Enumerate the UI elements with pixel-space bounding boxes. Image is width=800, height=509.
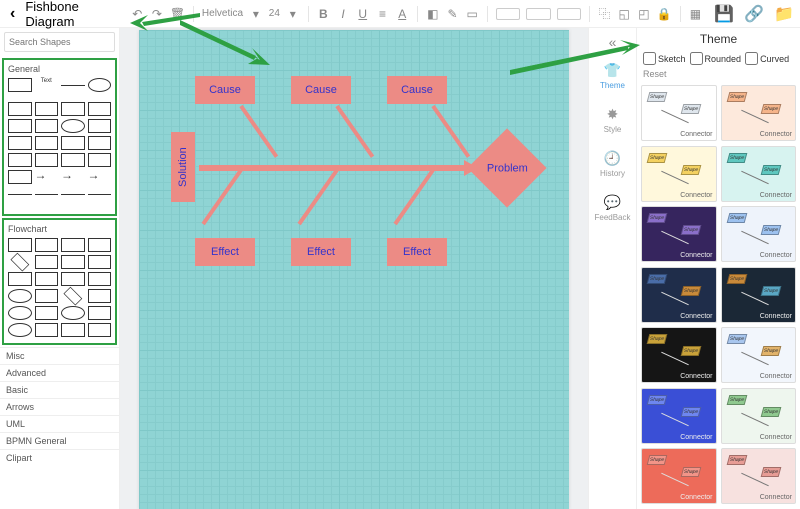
top-toolbar: ‹ Fishbone Diagram ↶ ↷ 🗑 Helvetica ▾ 24 … <box>0 0 800 28</box>
cat-misc[interactable]: Misc <box>0 347 119 364</box>
side-rail: « 👕Theme ✸Style 🕘History 💬FeedBack <box>588 28 636 509</box>
cat-advanced[interactable]: Advanced <box>0 364 119 381</box>
theme-card[interactable]: ShapeShapeConnector <box>721 327 797 383</box>
line-end-select[interactable] <box>526 8 550 20</box>
theme-card[interactable]: ShapeShapeConnector <box>641 85 717 141</box>
canvas[interactable]: Cause Cause Cause Effect Effect Effect S… <box>139 30 569 509</box>
fill-icon[interactable]: ◧ <box>426 6 440 22</box>
grid-icon[interactable]: ▦ <box>689 6 703 22</box>
shapes-panel: General Text Flowchart M <box>0 28 120 509</box>
theme-panel-title: Theme <box>637 28 800 50</box>
lock-icon[interactable]: 🔒 <box>657 6 672 22</box>
text-color-icon[interactable]: A <box>395 6 409 22</box>
theme-card[interactable]: ShapeShapeConnector <box>721 267 797 323</box>
theme-card[interactable]: ShapeShapeConnector <box>641 206 717 262</box>
rib[interactable] <box>202 169 243 225</box>
bold-icon[interactable]: B <box>316 6 330 22</box>
effect-node-2[interactable]: Effect <box>291 238 351 266</box>
font-size-dropdown-icon[interactable]: ▾ <box>286 6 300 22</box>
cat-basic[interactable]: Basic <box>0 381 119 398</box>
italic-icon[interactable]: I <box>336 6 350 22</box>
theme-card[interactable]: ShapeShapeConnector <box>641 267 717 323</box>
back-icon-layer[interactable]: ◰ <box>637 6 651 22</box>
cause-node-1[interactable]: Cause <box>195 76 255 104</box>
rib[interactable] <box>431 105 470 158</box>
theme-card[interactable]: ShapeShapeConnector <box>721 448 797 504</box>
theme-card[interactable]: ShapeShapeConnector <box>721 206 797 262</box>
history-icon: 🕘 <box>604 150 621 167</box>
section-title-flowchart: Flowchart <box>6 222 113 236</box>
main-area: General Text Flowchart M <box>0 28 800 509</box>
theme-card[interactable]: ShapeShapeConnector <box>641 327 717 383</box>
line-color-icon[interactable]: ▭ <box>465 6 479 22</box>
general-shapes-section: General Text <box>2 58 117 216</box>
font-size-select[interactable]: 24 <box>269 8 280 19</box>
theme-card[interactable]: ShapeShapeConnector <box>721 146 797 202</box>
flowchart-shapes-grid[interactable] <box>6 236 113 339</box>
opt-rounded[interactable]: Rounded <box>690 52 742 65</box>
theme-card[interactable]: ShapeShapeConnector <box>721 85 797 141</box>
opt-sketch[interactable]: Sketch <box>643 52 686 65</box>
canvas-area[interactable]: Cause Cause Cause Effect Effect Effect S… <box>120 28 588 509</box>
cause-node-2[interactable]: Cause <box>291 76 351 104</box>
document-title[interactable]: Fishbone Diagram <box>25 0 116 29</box>
rail-feedback[interactable]: 💬FeedBack <box>589 190 636 226</box>
flowchart-shapes-section: Flowchart <box>2 218 117 345</box>
cat-uml[interactable]: UML <box>0 415 119 432</box>
rib[interactable] <box>298 169 339 225</box>
rib[interactable] <box>394 169 435 225</box>
underline-icon[interactable]: U <box>356 6 370 22</box>
effect-node-3[interactable]: Effect <box>387 238 447 266</box>
save-icon[interactable]: 💾 <box>714 4 734 24</box>
reset-button[interactable]: Reset <box>643 69 667 79</box>
style-icon: ✸ <box>607 106 619 123</box>
theme-card[interactable]: ShapeShapeConnector <box>641 448 717 504</box>
checkbox-rounded[interactable] <box>690 52 703 65</box>
copy-icon[interactable]: ⿻ <box>598 6 612 22</box>
checkbox-curved[interactable] <box>745 52 758 65</box>
solution-node[interactable]: Solution <box>171 132 195 202</box>
line-style-select[interactable] <box>496 8 520 20</box>
theme-card[interactable]: ShapeShapeConnector <box>721 388 797 444</box>
share-icon[interactable]: 🔗 <box>744 4 764 24</box>
problem-node[interactable]: Problem <box>467 128 546 207</box>
rib[interactable] <box>335 105 374 158</box>
rail-history[interactable]: 🕘History <box>589 146 636 182</box>
cat-bpmn[interactable]: BPMN General <box>0 432 119 449</box>
theme-card[interactable]: ShapeShapeConnector <box>641 146 717 202</box>
folder-icon[interactable]: 📁 <box>774 4 794 24</box>
rail-style[interactable]: ✸Style <box>589 102 636 138</box>
font-family-select[interactable]: Helvetica <box>202 8 243 19</box>
opt-curved[interactable]: Curved <box>745 52 789 65</box>
theme-grid: ShapeShapeConnectorShapeShapeConnectorSh… <box>637 81 800 509</box>
section-title-general: General <box>6 62 113 76</box>
general-shapes-grid[interactable]: Text <box>6 76 113 210</box>
checkbox-sketch[interactable] <box>643 52 656 65</box>
search-shapes-input[interactable] <box>4 32 115 52</box>
cause-node-3[interactable]: Cause <box>387 76 447 104</box>
effect-node-1[interactable]: Effect <box>195 238 255 266</box>
theme-card[interactable]: ShapeShapeConnector <box>641 388 717 444</box>
arrow-style-select[interactable] <box>557 8 581 20</box>
category-list: Misc Advanced Basic Arrows UML BPMN Gene… <box>0 347 119 466</box>
rib[interactable] <box>239 105 278 158</box>
theme-options: Sketch Rounded Curved Reset <box>637 50 800 81</box>
pencil-icon[interactable]: ✎ <box>446 6 460 22</box>
back-icon[interactable]: ‹ <box>6 5 19 23</box>
cat-arrows[interactable]: Arrows <box>0 398 119 415</box>
cat-clipart[interactable]: Clipart <box>0 449 119 466</box>
callout-arrow-theme <box>510 40 640 80</box>
callout-arrow-canvas <box>180 20 270 70</box>
theme-panel: Theme Sketch Rounded Curved Reset ShapeS… <box>636 28 800 509</box>
feedback-icon: 💬 <box>604 194 621 211</box>
align-icon[interactable]: ≡ <box>376 6 390 22</box>
front-icon[interactable]: ◱ <box>617 6 631 22</box>
